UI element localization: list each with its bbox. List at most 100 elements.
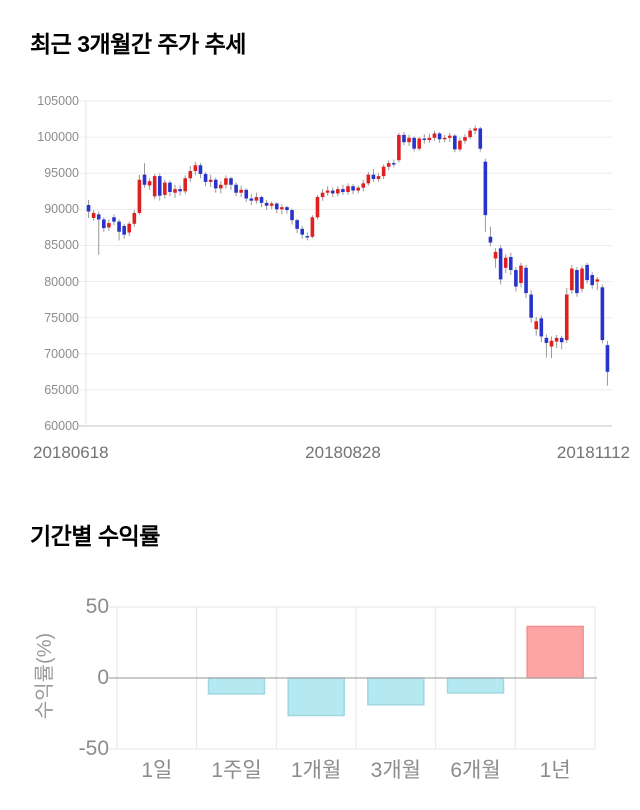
candle-down bbox=[178, 189, 182, 192]
candle-up bbox=[132, 212, 137, 224]
return-bar bbox=[207, 677, 266, 695]
candle-up bbox=[163, 182, 167, 195]
candle-down bbox=[330, 190, 335, 194]
candle-up bbox=[91, 212, 96, 218]
candle-up bbox=[458, 140, 462, 150]
candle-up bbox=[152, 176, 157, 197]
candle-down bbox=[529, 294, 533, 318]
candle-down bbox=[402, 134, 406, 143]
candle-down bbox=[305, 236, 310, 238]
candle-up bbox=[570, 268, 574, 291]
candle-down bbox=[391, 163, 396, 165]
returns-category-label: 1년 bbox=[539, 759, 571, 782]
x-axis-date-label: 20181112 bbox=[556, 443, 630, 462]
candle-up bbox=[346, 186, 350, 192]
returns-category-label: 1개월 bbox=[290, 759, 342, 782]
x-axis-date-label: 20180828 bbox=[305, 443, 381, 462]
candle-up bbox=[188, 171, 193, 179]
candle-down bbox=[274, 203, 279, 210]
candle-up bbox=[580, 268, 584, 289]
returns-category-label: 3개월 bbox=[370, 759, 421, 782]
candle-down bbox=[590, 275, 594, 286]
candle-down bbox=[234, 184, 238, 193]
y-axis-tick-label: 90000 bbox=[44, 202, 79, 217]
candle-up bbox=[219, 184, 223, 189]
candle-down bbox=[559, 337, 564, 343]
candle-up bbox=[554, 337, 559, 342]
candle-up bbox=[310, 217, 315, 237]
y-axis-tick-label: 105000 bbox=[37, 94, 79, 108]
candle-down bbox=[600, 287, 605, 341]
candle-up bbox=[595, 279, 600, 282]
y-axis-tick-label: 80000 bbox=[44, 274, 79, 289]
candle-up bbox=[356, 187, 360, 191]
candle-up bbox=[107, 223, 111, 228]
y-axis-tick-label: 70000 bbox=[44, 346, 79, 361]
candle-down bbox=[112, 217, 116, 222]
returns-category-label: 1일 bbox=[141, 759, 173, 782]
candle-up bbox=[519, 265, 523, 283]
candle-up bbox=[269, 203, 274, 206]
candle-up bbox=[147, 181, 152, 186]
candle-up bbox=[376, 176, 381, 179]
returns-category-label: 6개월 bbox=[450, 759, 501, 782]
candle-down bbox=[264, 202, 269, 206]
y-axis-tick-label: 95000 bbox=[44, 166, 79, 181]
candle-up bbox=[280, 207, 284, 210]
candle-up bbox=[397, 134, 401, 161]
candle-up bbox=[493, 251, 498, 259]
candle-down bbox=[508, 257, 513, 270]
candle-up bbox=[549, 340, 554, 347]
candle-up bbox=[381, 166, 386, 177]
candle-up bbox=[427, 137, 432, 140]
candle-down bbox=[203, 173, 208, 182]
candle-down bbox=[422, 138, 427, 140]
candle-up bbox=[361, 183, 366, 188]
candle-down bbox=[213, 179, 218, 189]
candle-down bbox=[229, 178, 233, 185]
returns-category-label: 1주일 bbox=[211, 759, 262, 782]
candle-down bbox=[290, 210, 294, 221]
candle-down bbox=[412, 137, 416, 149]
candle-down bbox=[341, 189, 345, 192]
candle-up bbox=[432, 133, 437, 138]
candle-up bbox=[534, 321, 539, 330]
return-bar bbox=[287, 677, 345, 717]
candle-up bbox=[564, 294, 569, 341]
candle-up bbox=[503, 257, 508, 268]
candle-down bbox=[524, 267, 528, 294]
candle-up bbox=[137, 179, 142, 213]
return-bar bbox=[446, 677, 505, 694]
x-axis-date-label: 20180618 bbox=[33, 443, 109, 462]
candle-down bbox=[295, 220, 299, 229]
candle-down bbox=[371, 174, 376, 179]
candle-down bbox=[544, 337, 549, 343]
y-axis-tick-label: 65000 bbox=[44, 382, 79, 397]
candle-down bbox=[453, 135, 457, 150]
candle-down bbox=[122, 225, 126, 235]
candle-down bbox=[259, 197, 264, 203]
candle-down bbox=[96, 214, 101, 220]
returns-y-tick-label: -50 bbox=[78, 737, 109, 760]
candle-up bbox=[254, 197, 259, 201]
returns-y-tick-label: 0 bbox=[97, 666, 109, 689]
candle-up bbox=[183, 178, 188, 192]
candle-up bbox=[224, 178, 228, 185]
candle-up bbox=[442, 137, 447, 140]
candle-down bbox=[244, 189, 249, 199]
candle-down bbox=[575, 270, 579, 294]
price-chart-title: 최근 3개월간 주가 추세 bbox=[30, 31, 246, 57]
candle-down bbox=[351, 186, 355, 191]
y-axis-tick-label: 100000 bbox=[37, 130, 79, 145]
candle-down bbox=[585, 264, 589, 281]
candle-down bbox=[102, 219, 106, 229]
candle-up bbox=[417, 138, 422, 149]
candle-down bbox=[437, 133, 442, 140]
candle-up bbox=[336, 189, 340, 194]
y-axis-tick-label: 60000 bbox=[44, 419, 79, 433]
candle-up bbox=[468, 130, 472, 138]
candle-down bbox=[157, 176, 162, 196]
candle-down bbox=[86, 205, 91, 212]
candle-down bbox=[514, 270, 518, 287]
